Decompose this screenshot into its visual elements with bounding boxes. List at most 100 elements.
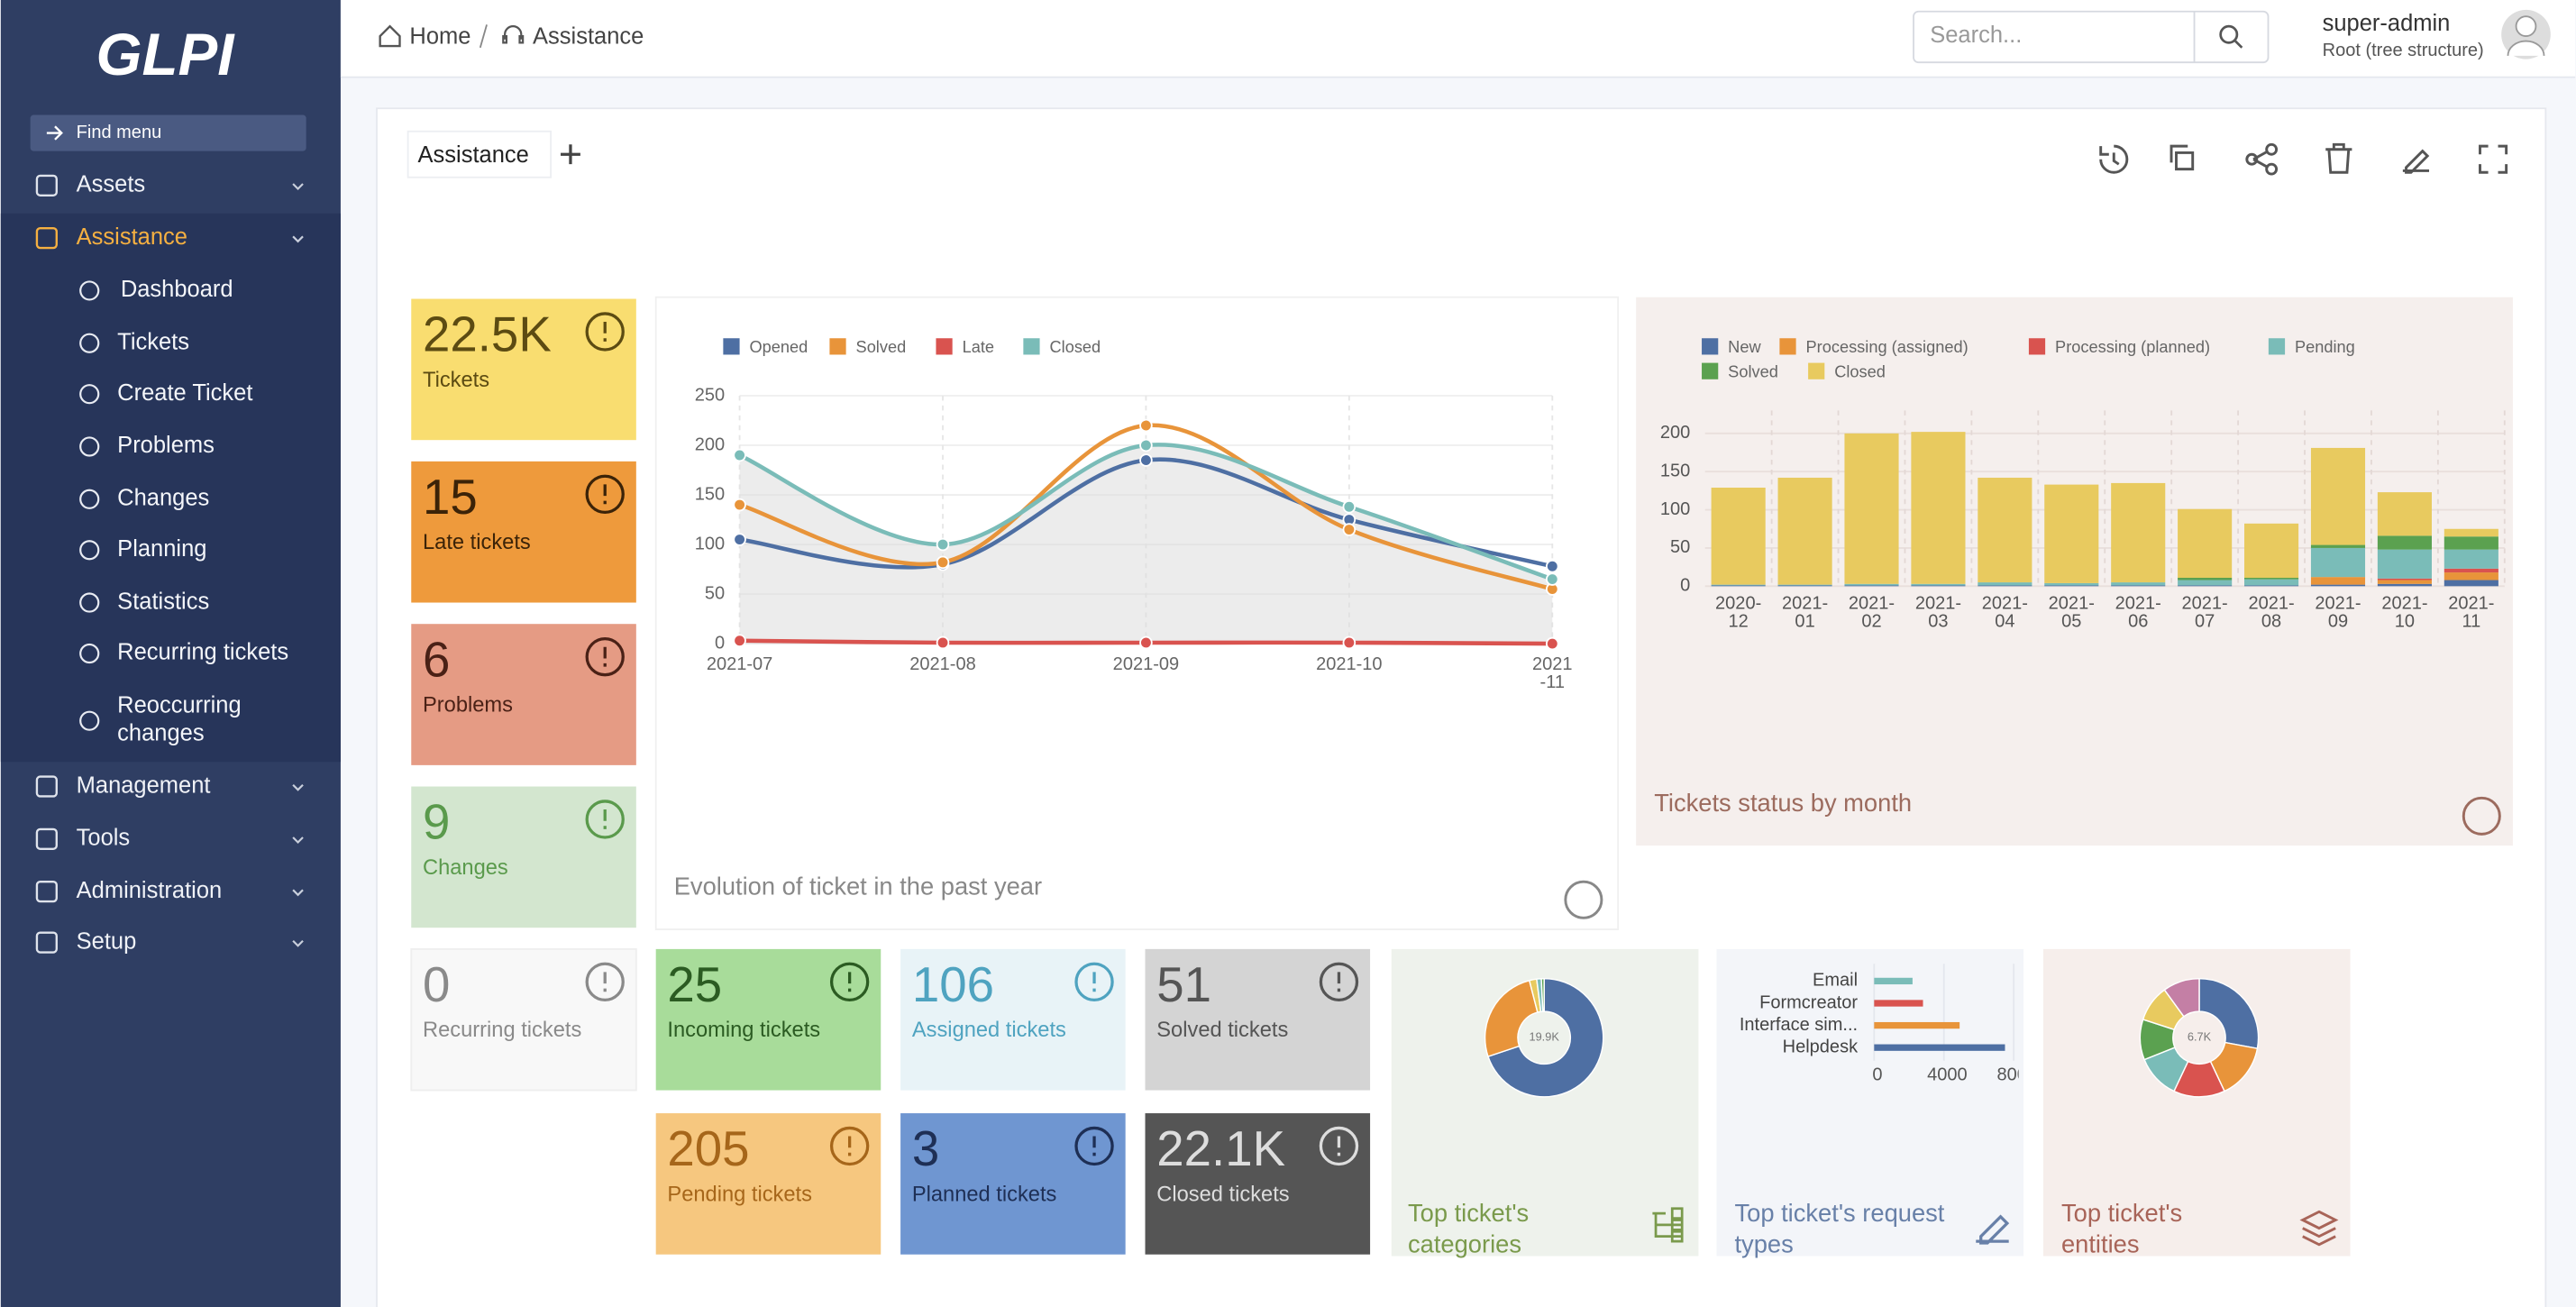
- legend-label[interactable]: Solved: [1728, 362, 1778, 380]
- bar-segment: [1911, 432, 1966, 584]
- dashboard-tab[interactable]: [406, 130, 553, 178]
- menu-item[interactable]: Tools: [77, 826, 131, 851]
- stat-label: Pending tickets: [667, 1183, 812, 1206]
- bar-segment: [1978, 582, 2032, 586]
- bar-segment: [2310, 577, 2366, 585]
- legend-label[interactable]: Solved: [856, 338, 907, 356]
- legend-label[interactable]: Pending: [2295, 338, 2355, 356]
- legend-swatch: [2028, 338, 2046, 355]
- y-tick-label: Helpdesk: [1783, 1037, 1859, 1056]
- point: [1139, 453, 1153, 467]
- add-tab-button[interactable]: [561, 144, 580, 165]
- submenu-item[interactable]: Dashboard: [121, 277, 233, 302]
- stat-icon: [585, 474, 625, 514]
- submenu-item[interactable]: Problems: [117, 433, 215, 458]
- menu-item[interactable]: Assistance: [77, 224, 187, 250]
- stat-card[interactable]: [410, 947, 637, 1092]
- point: [1545, 636, 1559, 651]
- x-tick-label: 2021-05: [2049, 594, 2095, 632]
- submenu-item[interactable]: Create Ticket: [117, 380, 252, 406]
- bar-segment: [2111, 585, 2166, 587]
- request-types-tile: [1716, 948, 2024, 1257]
- breadcrumb-item[interactable]: Assistance: [533, 24, 644, 50]
- stat-card[interactable]: [900, 948, 1126, 1091]
- menu-item[interactable]: Management: [77, 772, 211, 798]
- submenu-item[interactable]: Planning: [117, 536, 206, 562]
- sidebar-active-group: [0, 213, 341, 763]
- stat-value: 22.1K: [1156, 1121, 1285, 1176]
- x-tick-label: 2020-12: [1715, 594, 1761, 632]
- stat-card[interactable]: [900, 1113, 1126, 1255]
- stat-value: 25: [667, 957, 722, 1012]
- stat-value: 51: [1156, 957, 1211, 1012]
- bar-segment: [1711, 487, 1766, 585]
- legend-label[interactable]: Opened: [750, 338, 808, 356]
- menu-chevron: [292, 940, 304, 947]
- x-tick-label: 2021-08: [2248, 594, 2294, 632]
- bar-segment: [2377, 492, 2432, 536]
- stat-card[interactable]: [655, 1113, 882, 1255]
- stat-label: Closed tickets: [1156, 1183, 1289, 1206]
- stat-value: 6: [423, 632, 450, 687]
- submenu-item[interactable]: Tickets: [117, 329, 189, 354]
- clone-button[interactable]: [2170, 144, 2195, 171]
- legend-label[interactable]: Processing (assigned): [1806, 338, 1969, 356]
- user-entity[interactable]: Root (tree structure): [2323, 41, 2484, 60]
- legend-swatch: [1702, 338, 1719, 355]
- search-box[interactable]: [1913, 10, 2270, 64]
- submenu-item[interactable]: Recurring tickets: [117, 640, 288, 665]
- fullscreen-button[interactable]: [2479, 144, 2508, 174]
- stat-card[interactable]: [411, 624, 636, 765]
- edit-button[interactable]: [2402, 149, 2430, 174]
- submenu-item[interactable]: Changes: [117, 486, 209, 511]
- entities-icon: [2299, 1210, 2339, 1247]
- stat-card[interactable]: [1145, 948, 1371, 1091]
- legend-label[interactable]: New: [1728, 338, 1761, 356]
- menu-item[interactable]: Administration: [77, 878, 223, 903]
- find-menu-label[interactable]: Find menu: [77, 123, 162, 142]
- point: [936, 537, 950, 552]
- y-tick-label: 150: [1660, 461, 1690, 480]
- stat-card[interactable]: [411, 298, 636, 441]
- legend-swatch: [1779, 338, 1796, 355]
- point: [936, 635, 950, 650]
- share-node: [2265, 162, 2279, 176]
- menu-item[interactable]: Setup: [77, 928, 137, 954]
- menu-chevron: [292, 889, 304, 897]
- legend-label[interactable]: Processing (planned): [2055, 338, 2210, 356]
- x-tick-label: 2021-02: [1849, 594, 1895, 632]
- submenu-item[interactable]: Reoccurring changes: [117, 692, 248, 745]
- legend-swatch: [723, 338, 740, 355]
- search-placeholder[interactable]: Search...: [1930, 23, 2022, 48]
- stat-card[interactable]: [411, 461, 636, 603]
- legend-label[interactable]: Late: [963, 338, 994, 356]
- legend-label[interactable]: Closed: [1834, 362, 1886, 380]
- bar-segment: [2377, 549, 2432, 579]
- submenu-icon: [79, 333, 100, 353]
- pie-center-label: 6.7K: [2188, 1030, 2212, 1044]
- menu-chevron: [292, 836, 304, 845]
- bar-segment: [2310, 547, 2366, 578]
- search-icon[interactable]: [2219, 24, 2239, 44]
- stat-card[interactable]: [655, 948, 882, 1091]
- x-tick-label: 2021-04: [1982, 594, 2028, 632]
- tab-label[interactable]: Assistance: [418, 142, 529, 168]
- stat-icon: [585, 312, 625, 352]
- legend-swatch: [1808, 362, 1825, 379]
- stat-card[interactable]: [1145, 1113, 1371, 1255]
- submenu-item[interactable]: Statistics: [117, 589, 209, 614]
- history-button[interactable]: [2099, 144, 2129, 174]
- x-tick-label: 2021-11: [1532, 654, 1573, 692]
- logo[interactable]: GLPI: [96, 22, 236, 87]
- stat-card[interactable]: [411, 786, 636, 928]
- find-menu-box[interactable]: [30, 114, 306, 151]
- point: [733, 498, 746, 512]
- breadcrumb-item[interactable]: Home: [409, 24, 470, 50]
- legend-label[interactable]: Closed: [1050, 338, 1101, 356]
- menu-item[interactable]: Assets: [77, 172, 146, 197]
- point: [733, 533, 746, 546]
- stat-value: 15: [423, 470, 478, 525]
- delete-button[interactable]: [2325, 142, 2352, 174]
- user-name[interactable]: super-admin: [2323, 11, 2451, 36]
